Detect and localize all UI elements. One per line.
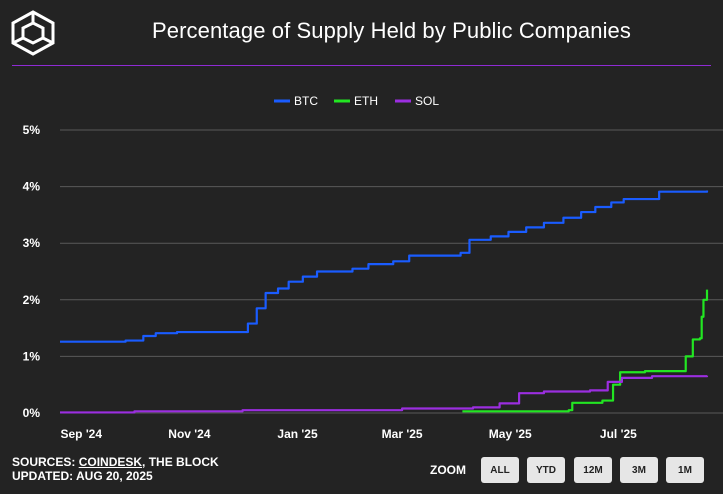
- legend-label-btc: BTC: [294, 94, 318, 108]
- sources-prefix: SOURCES:: [12, 455, 79, 469]
- y-tick-label: 5%: [23, 123, 41, 137]
- supply-chart: 0% 1% 2% 3% 4% 5% Sep '24 Nov '24 Jan '25 Mar '25…: [23, 94, 723, 441]
- x-tick-label: Mar '25: [382, 427, 423, 441]
- chart-title: Percentage of Supply Held by Public Comp…: [152, 18, 631, 43]
- zoom-1m-button[interactable]: 1M: [666, 457, 704, 483]
- y-tick-label: 0%: [23, 406, 41, 420]
- legend-label-eth: ETH: [354, 94, 378, 108]
- legend-label-sol: SOL: [415, 94, 439, 108]
- the-block-logo-icon: [11, 10, 55, 56]
- series-line-sol: [60, 375, 709, 414]
- x-tick-label: Jan '25: [277, 427, 318, 441]
- x-tick-label: May '25: [489, 427, 532, 441]
- sources-suffix: , THE BLOCK: [142, 455, 219, 469]
- zoom-12m-button[interactable]: 12M: [574, 457, 612, 483]
- x-tick-label: Sep '24: [60, 427, 102, 441]
- updated-date: UPDATED: AUG 20, 2025: [12, 469, 153, 483]
- zoom-3m-button[interactable]: 3M: [620, 457, 658, 483]
- series-line-btc: [60, 190, 709, 343]
- zoom-ytd-button[interactable]: YTD: [527, 457, 565, 483]
- y-tick-label: 2%: [23, 293, 41, 307]
- y-tick-label: 4%: [23, 180, 41, 194]
- x-tick-label: Nov '24: [168, 427, 211, 441]
- chart-header: Percentage of Supply Held by Public Comp…: [0, 0, 723, 66]
- sources-line: SOURCES: COINDESK, THE BLOCK: [12, 455, 219, 469]
- y-tick-label: 3%: [23, 236, 41, 250]
- footer-sources: SOURCES: COINDESK, THE BLOCK UPDATED: AU…: [12, 455, 219, 483]
- series-line-eth: [462, 289, 709, 413]
- header-divider: [12, 65, 711, 66]
- x-tick-label: Jul '25: [600, 427, 637, 441]
- zoom-label: ZOOM: [430, 463, 466, 477]
- coindesk-link[interactable]: COINDESK: [78, 455, 143, 469]
- y-tick-label: 1%: [23, 349, 41, 363]
- zoom-all-button[interactable]: ALL: [481, 457, 519, 483]
